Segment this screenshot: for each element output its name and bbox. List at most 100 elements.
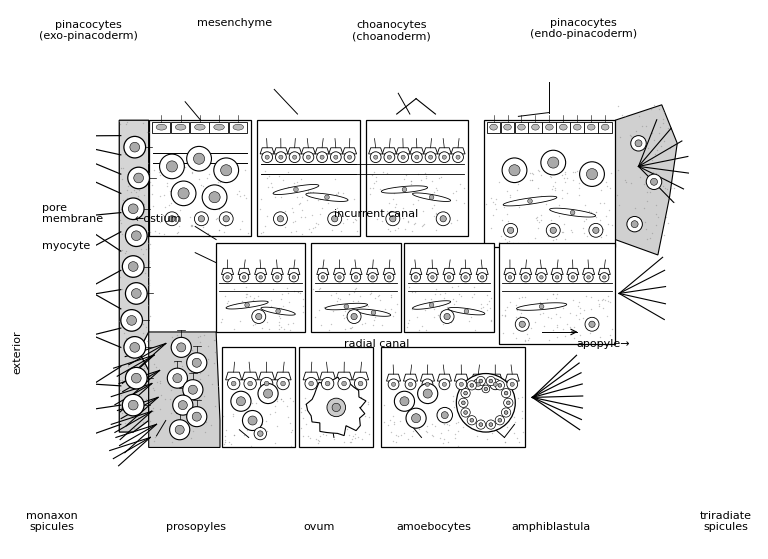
Circle shape [539, 304, 544, 309]
Point [521, 330, 533, 339]
Point [131, 194, 144, 203]
Bar [501, 122, 514, 132]
Point [611, 165, 624, 174]
Point [541, 295, 554, 304]
Point [312, 436, 324, 445]
Point [535, 216, 547, 225]
Point [484, 405, 496, 414]
Circle shape [371, 310, 376, 315]
Point [429, 226, 442, 235]
Circle shape [384, 152, 395, 163]
Point [197, 222, 210, 231]
Point [631, 136, 643, 145]
Point [141, 128, 153, 137]
Circle shape [170, 420, 190, 440]
Point [541, 232, 554, 241]
Point [175, 368, 187, 377]
Point [325, 320, 337, 329]
Point [321, 397, 333, 406]
Point [143, 128, 155, 137]
Circle shape [593, 227, 599, 234]
Polygon shape [455, 374, 468, 381]
Point [339, 324, 351, 333]
Point [218, 228, 230, 237]
Circle shape [344, 152, 355, 163]
Point [502, 186, 514, 195]
Point [617, 111, 629, 120]
Point [219, 221, 231, 230]
Point [429, 422, 442, 431]
Point [164, 395, 176, 404]
Point [369, 168, 381, 177]
Circle shape [167, 368, 187, 388]
Circle shape [502, 408, 511, 417]
Point [122, 314, 134, 323]
Point [280, 217, 292, 226]
Circle shape [490, 379, 501, 390]
Circle shape [552, 273, 561, 282]
Circle shape [293, 187, 298, 192]
Point [428, 305, 440, 314]
Circle shape [422, 379, 433, 390]
Point [188, 192, 200, 201]
Point [225, 440, 237, 449]
Point [347, 432, 359, 440]
Circle shape [414, 276, 418, 279]
Circle shape [243, 410, 263, 430]
Point [193, 412, 205, 421]
Circle shape [368, 273, 377, 282]
Point [640, 121, 652, 130]
Point [138, 233, 151, 241]
Circle shape [262, 152, 273, 163]
Point [206, 380, 218, 389]
Bar [221, 347, 295, 447]
Point [662, 124, 674, 133]
Point [339, 419, 351, 428]
Point [212, 164, 224, 173]
Point [319, 430, 332, 439]
Point [659, 183, 671, 192]
Point [330, 288, 343, 297]
Point [115, 205, 127, 214]
Ellipse shape [560, 124, 567, 130]
Point [645, 104, 657, 113]
Point [507, 238, 519, 247]
Point [247, 409, 259, 418]
Point [158, 230, 170, 239]
Polygon shape [315, 148, 329, 154]
Point [543, 168, 555, 177]
Circle shape [316, 152, 327, 163]
Point [266, 183, 278, 192]
Point [367, 183, 379, 192]
Point [114, 389, 126, 397]
Point [644, 234, 656, 243]
Circle shape [194, 153, 204, 164]
Point [347, 218, 359, 227]
Point [253, 411, 266, 420]
Point [559, 234, 571, 243]
Point [529, 196, 541, 205]
Point [255, 420, 267, 429]
Circle shape [194, 212, 208, 226]
Circle shape [223, 216, 230, 222]
Point [309, 222, 321, 231]
Point [186, 168, 198, 177]
Point [511, 179, 524, 188]
Point [233, 302, 246, 311]
Point [313, 406, 325, 415]
Point [406, 409, 419, 418]
Point [288, 287, 300, 296]
Circle shape [631, 221, 638, 228]
Point [668, 183, 680, 192]
Point [498, 202, 510, 211]
Point [329, 174, 341, 183]
Point [499, 234, 511, 243]
Point [406, 427, 419, 435]
Point [266, 395, 279, 404]
Point [323, 326, 335, 335]
Point [412, 195, 425, 204]
Point [336, 219, 349, 228]
Point [267, 285, 280, 294]
Polygon shape [226, 301, 268, 309]
Point [406, 304, 419, 313]
